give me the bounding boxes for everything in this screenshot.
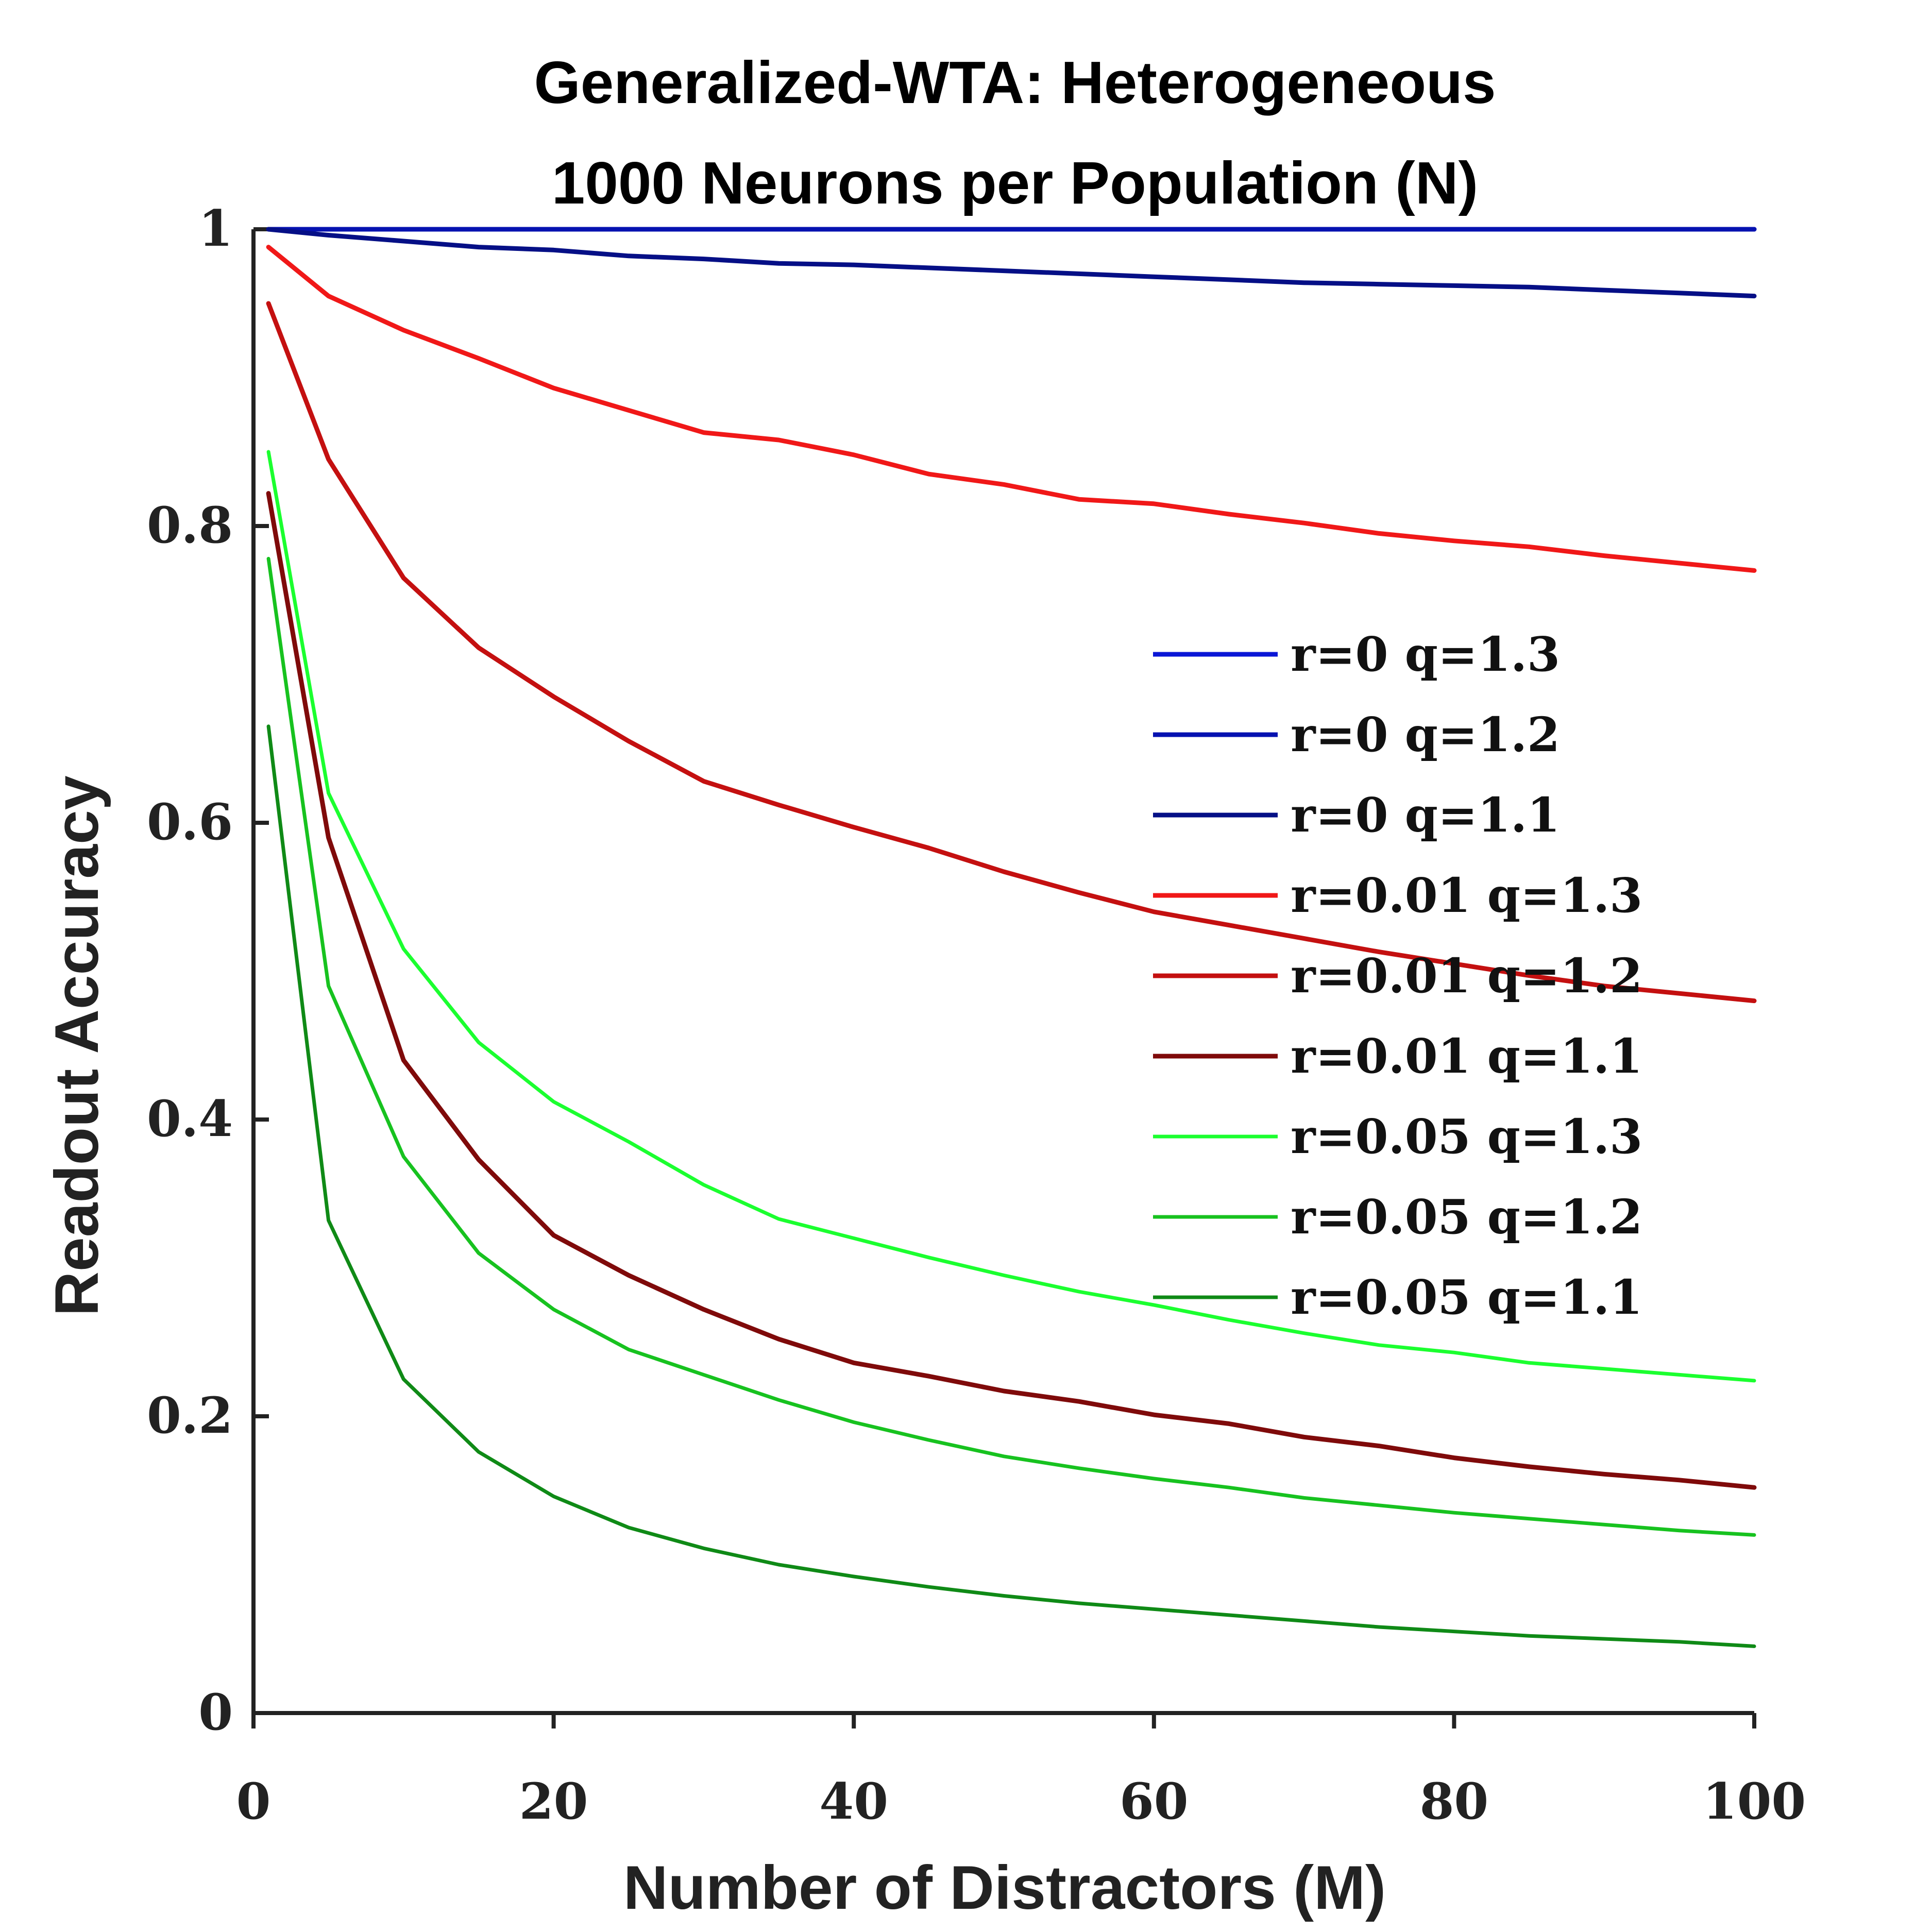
series-line-5 <box>266 301 1757 1004</box>
x-tick-label: 60 <box>1120 1772 1189 1831</box>
legend-label: r=0.05 q=1.3 <box>1291 1109 1642 1164</box>
plot-area <box>251 229 1754 1715</box>
x-tick-label: 40 <box>819 1772 888 1831</box>
y-tick-label: 1 <box>198 199 233 258</box>
series-line-9 <box>266 724 1756 1648</box>
legend-label: r=0 q=1.2 <box>1291 707 1560 762</box>
y-tick-label: 0.6 <box>147 793 233 851</box>
legend-label: r=0.01 q=1.2 <box>1291 948 1642 1004</box>
y-tick-label: 0.2 <box>147 1386 233 1445</box>
x-tick-label: 20 <box>519 1772 588 1831</box>
x-tick-label: 0 <box>236 1772 271 1831</box>
legend: r=0 q=1.3 r=0 q=1.2 r=0 q=1.1 r=0.01 q=1.3 r… <box>1153 626 1642 1325</box>
series-lines <box>266 227 1757 1648</box>
legend-label: r=0.01 q=1.1 <box>1291 1028 1642 1084</box>
series-line-6 <box>266 491 1757 1490</box>
y-tick-label: 0 <box>198 1683 233 1741</box>
x-tick-label: 100 <box>1703 1772 1806 1831</box>
chart-subtitle: 1000 Neurons per Population (N) <box>552 149 1478 216</box>
chart-title: Generalized-WTA: Heterogeneous <box>534 49 1496 116</box>
legend-label: r=0.01 q=1.3 <box>1291 868 1642 923</box>
x-axis-label: Number of Distractors (M) <box>623 1853 1386 1922</box>
series-line-4 <box>266 245 1757 573</box>
series-line-3 <box>266 227 1757 299</box>
series-line-7 <box>266 450 1756 1383</box>
y-axis-ticks: 0 0.2 0.4 0.6 0.8 1 <box>147 199 269 1741</box>
legend-label: r=0.05 q=1.1 <box>1291 1269 1642 1325</box>
series-line-8 <box>266 556 1756 1537</box>
x-axis-ticks: 0 20 40 60 80 100 <box>236 1713 1806 1831</box>
y-axis-label: Readout Accuracy <box>42 775 111 1316</box>
x-tick-label: 80 <box>1420 1772 1489 1831</box>
y-tick-label: 0.4 <box>147 1090 233 1148</box>
legend-label: r=0.05 q=1.2 <box>1291 1189 1642 1245</box>
legend-label: r=0 q=1.3 <box>1291 626 1560 682</box>
legend-label: r=0 q=1.1 <box>1291 787 1560 843</box>
y-tick-label: 0.8 <box>147 496 233 554</box>
